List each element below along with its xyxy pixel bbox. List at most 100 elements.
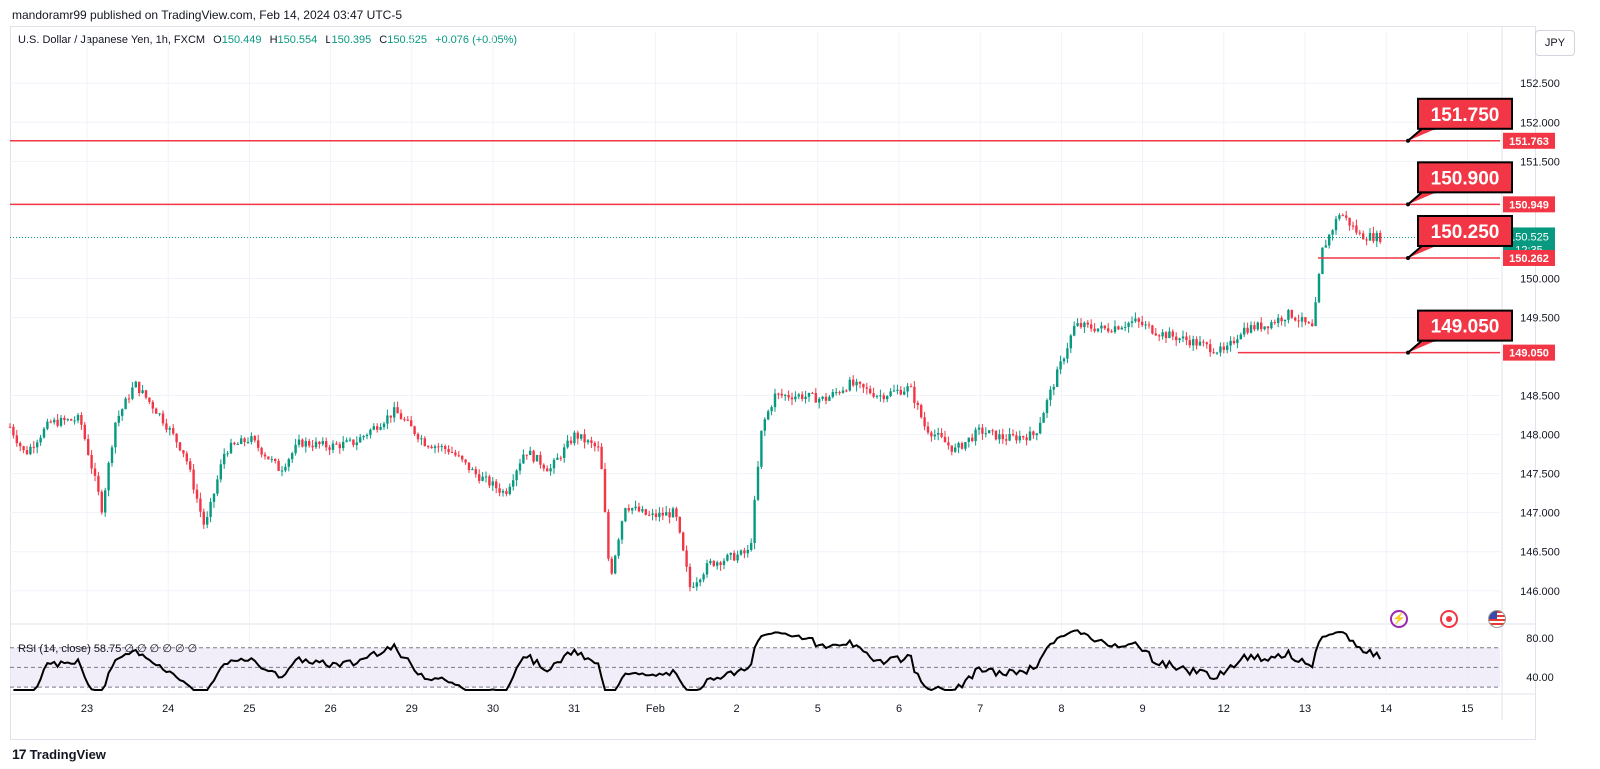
callout-pointer <box>1407 244 1436 259</box>
candle-body <box>631 508 634 511</box>
candle-body <box>508 486 511 494</box>
candle-body <box>87 439 90 455</box>
candle-body <box>484 476 488 478</box>
candle <box>926 421 930 435</box>
candle-body <box>1154 333 1157 336</box>
candle <box>845 389 848 393</box>
candle-body <box>950 445 953 452</box>
candle-body <box>1311 323 1314 327</box>
candle-body <box>362 436 365 438</box>
candle-body <box>155 408 158 414</box>
candle-body <box>933 434 936 437</box>
currency-button[interactable]: JPY <box>1535 30 1575 56</box>
candle <box>1290 309 1293 320</box>
candle <box>297 434 301 448</box>
candle-body <box>1355 225 1358 233</box>
candle-body <box>576 432 579 439</box>
open-label: O <box>213 34 222 46</box>
candle <box>76 412 80 424</box>
candle-body <box>478 474 481 481</box>
candle-body <box>688 566 692 588</box>
candle <box>498 483 501 497</box>
candle <box>991 428 994 436</box>
candle-body <box>862 383 865 388</box>
candle-body <box>763 419 766 431</box>
symbol-name[interactable]: U.S. Dollar / Japanese Yen, 1h, FXCM <box>18 34 206 46</box>
candle-body <box>705 563 709 575</box>
candle <box>1314 296 1317 327</box>
candle <box>253 435 256 443</box>
bolt-icon[interactable]: ⚡ <box>1390 610 1408 628</box>
candle <box>716 560 719 570</box>
candle-body <box>49 421 52 423</box>
candle-body <box>386 415 389 424</box>
candle-body <box>1270 322 1273 329</box>
candle-body <box>267 456 270 460</box>
us-flag-icon[interactable] <box>1488 610 1506 628</box>
candle <box>1181 330 1185 343</box>
candle-body <box>695 582 698 587</box>
candle <box>219 459 222 483</box>
candle-body <box>637 506 641 512</box>
candle-body <box>1266 326 1270 329</box>
candle <box>566 435 569 449</box>
candle-body <box>804 396 807 399</box>
candle <box>440 443 443 452</box>
candle <box>971 433 974 443</box>
candle <box>600 443 603 470</box>
candle <box>1256 321 1259 332</box>
candle-body <box>175 433 178 443</box>
candle <box>416 432 420 443</box>
candle <box>178 441 182 452</box>
candle-body <box>518 463 522 471</box>
candle <box>988 430 991 434</box>
candle-body <box>471 469 474 471</box>
candle <box>1141 315 1144 328</box>
candle <box>1273 319 1276 325</box>
candle <box>1253 321 1256 332</box>
candle <box>199 492 202 518</box>
candle <box>729 552 732 560</box>
candle-body <box>104 490 107 513</box>
callout-pointer <box>1407 127 1436 142</box>
candle <box>1079 318 1083 329</box>
candle <box>1049 386 1052 407</box>
y-tick-label: 151.500 <box>1520 156 1560 168</box>
candle-body <box>903 391 906 395</box>
candle <box>1018 430 1021 444</box>
candle-body <box>1076 323 1079 326</box>
candle-body <box>1236 339 1239 344</box>
candle-body <box>233 442 236 445</box>
candle-body <box>583 434 586 443</box>
candle <box>342 436 345 451</box>
candle <box>977 424 981 435</box>
candle-body <box>964 442 967 449</box>
candle-body <box>427 446 430 448</box>
candle <box>654 509 658 521</box>
candle <box>410 415 413 427</box>
candle-body <box>53 419 56 423</box>
candle <box>668 508 671 524</box>
candle <box>168 426 171 436</box>
candle-body <box>83 424 86 440</box>
candle <box>1045 398 1049 419</box>
record-icon[interactable] <box>1440 610 1458 628</box>
footer-logo[interactable]: 17 TradingView <box>12 746 106 762</box>
candle <box>274 458 277 464</box>
x-tick-label: 14 <box>1380 703 1392 715</box>
candle <box>12 424 15 439</box>
candle <box>811 391 814 394</box>
candle <box>984 427 987 438</box>
candle-body <box>641 509 644 512</box>
candle <box>671 506 675 518</box>
candle <box>1263 326 1266 331</box>
candle <box>865 382 868 395</box>
candle <box>348 437 352 442</box>
candle <box>396 401 399 414</box>
candle-body <box>457 455 460 457</box>
candle <box>144 389 148 400</box>
candle-body <box>1158 335 1161 337</box>
candle-body <box>569 440 573 444</box>
candle <box>488 474 491 488</box>
